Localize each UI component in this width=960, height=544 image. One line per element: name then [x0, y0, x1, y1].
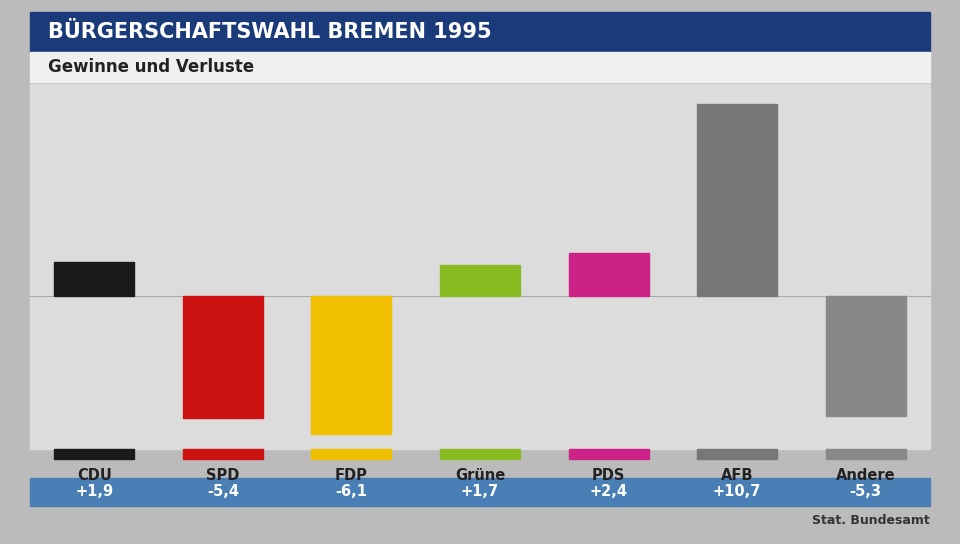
- Bar: [568, 253, 649, 296]
- Text: +1,9: +1,9: [75, 485, 113, 499]
- Bar: [30, 12, 930, 52]
- Text: PDS: PDS: [592, 468, 625, 484]
- Text: SPD: SPD: [206, 468, 240, 484]
- Bar: [440, 265, 520, 296]
- Text: Gewinne und Verluste: Gewinne und Verluste: [48, 58, 254, 76]
- Bar: [826, 296, 905, 416]
- Bar: [697, 449, 778, 459]
- Text: Stat. Bundesamt: Stat. Bundesamt: [812, 514, 930, 527]
- Text: +2,4: +2,4: [589, 485, 628, 499]
- Text: -6,1: -6,1: [335, 485, 368, 499]
- Bar: [30, 478, 930, 506]
- Bar: [55, 449, 134, 459]
- Text: BÜRGERSCHAFTSWAHL BREMEN 1995: BÜRGERSCHAFTSWAHL BREMEN 1995: [48, 22, 492, 42]
- Text: -5,3: -5,3: [850, 485, 881, 499]
- Bar: [697, 104, 778, 296]
- Text: AFB: AFB: [721, 468, 754, 484]
- Bar: [311, 449, 392, 459]
- Text: Grüne: Grüne: [455, 468, 505, 484]
- Text: FDP: FDP: [335, 468, 368, 484]
- Bar: [311, 296, 392, 434]
- Text: +1,7: +1,7: [461, 485, 499, 499]
- Bar: [826, 449, 905, 459]
- Bar: [55, 262, 134, 296]
- Text: -5,4: -5,4: [206, 485, 239, 499]
- Bar: [182, 449, 263, 459]
- Text: +10,7: +10,7: [713, 485, 761, 499]
- Bar: [30, 52, 930, 82]
- Bar: [182, 296, 263, 418]
- Bar: [568, 449, 649, 459]
- Text: Andere: Andere: [836, 468, 896, 484]
- Bar: [440, 449, 520, 459]
- Bar: [30, 84, 930, 449]
- Text: CDU: CDU: [77, 468, 111, 484]
